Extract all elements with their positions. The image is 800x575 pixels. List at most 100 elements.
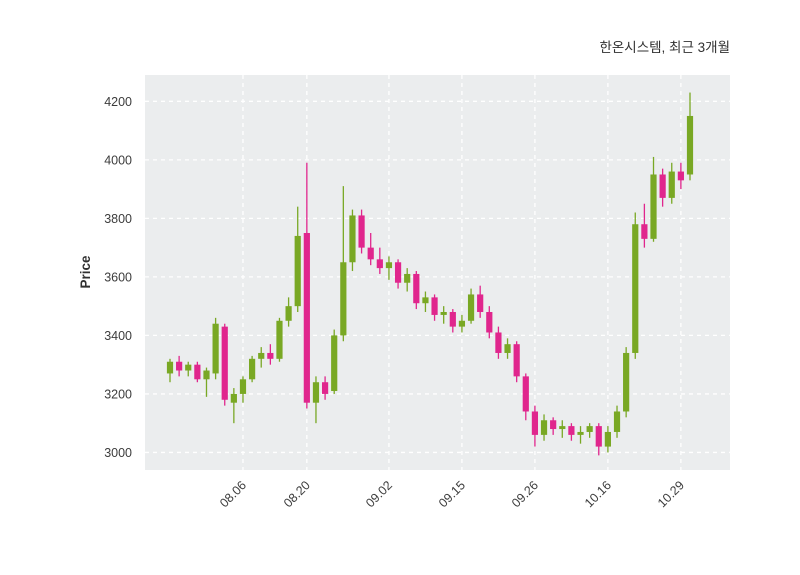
candle-body <box>659 174 666 198</box>
candle <box>212 317 219 380</box>
candle-body <box>540 420 548 435</box>
candle <box>623 347 630 418</box>
candle-body <box>568 426 575 435</box>
candle <box>331 329 338 394</box>
candle-body <box>513 344 520 377</box>
candle <box>495 326 502 359</box>
candle <box>303 162 310 409</box>
candle <box>294 206 301 312</box>
candle-body <box>230 393 237 403</box>
candle-body <box>440 312 447 315</box>
candle-body <box>467 294 475 321</box>
candle-body <box>632 224 639 353</box>
x-tick-label: 10.16 <box>582 478 614 510</box>
candle-body <box>586 426 593 432</box>
candle-body <box>385 262 393 269</box>
candle <box>230 388 237 424</box>
candle-body <box>303 233 310 403</box>
candle-body <box>294 235 301 307</box>
candle <box>668 162 675 204</box>
candle-body <box>641 224 648 239</box>
y-tick-label: 4200 <box>104 95 132 109</box>
x-tick-label: 10.29 <box>655 478 687 510</box>
y-tick-label: 3800 <box>104 212 132 226</box>
candle <box>504 338 511 359</box>
chart-title: 한온시스템, 최근 3개월 <box>599 40 730 55</box>
candle <box>440 306 447 324</box>
x-tick-label: 09.26 <box>509 478 541 510</box>
candle-body <box>267 352 274 359</box>
candle-body <box>559 426 566 430</box>
candle-body <box>522 376 529 412</box>
candle-body <box>285 306 292 321</box>
candle <box>513 341 520 383</box>
candle-body <box>331 335 338 391</box>
candle-body <box>422 297 429 304</box>
y-tick-label: 3600 <box>104 270 132 284</box>
candle-body <box>613 411 621 432</box>
candle <box>659 168 666 207</box>
candle-body <box>321 382 329 394</box>
candle <box>367 233 374 266</box>
candle <box>540 414 548 441</box>
candle <box>258 347 265 368</box>
candle-body <box>239 379 247 394</box>
candle-body <box>258 352 265 359</box>
candle-body <box>404 273 411 283</box>
candle-body <box>604 431 611 447</box>
y-tick-label: 4000 <box>104 153 132 167</box>
candle <box>613 405 621 438</box>
candle <box>477 285 484 318</box>
candle <box>185 361 192 377</box>
candle <box>239 376 247 403</box>
candle-body <box>577 431 584 435</box>
candle <box>522 373 529 421</box>
candle-body <box>349 215 356 263</box>
candle <box>586 423 593 438</box>
candle <box>559 420 566 438</box>
candle-body <box>276 320 283 359</box>
candle-body <box>486 312 493 333</box>
candle-layer <box>166 92 694 456</box>
candle-body <box>686 115 694 175</box>
candle <box>449 309 456 333</box>
candle <box>467 288 475 324</box>
candle-body <box>249 358 256 380</box>
candle-body <box>531 411 539 435</box>
candle-body <box>650 174 657 239</box>
candle <box>249 355 256 383</box>
y-axis-label: Price <box>78 255 93 289</box>
candle-body <box>185 364 192 371</box>
candle <box>550 417 557 435</box>
candle <box>194 361 201 383</box>
plot-area <box>145 75 730 470</box>
y-tick-label: 3200 <box>104 387 132 401</box>
candle <box>632 212 639 359</box>
candle-body <box>477 294 484 312</box>
candle-body <box>367 247 374 260</box>
candle <box>595 423 602 456</box>
candle <box>650 156 657 242</box>
candle-body <box>176 361 183 371</box>
candle-body <box>550 420 557 430</box>
candle <box>486 306 493 339</box>
candle <box>349 209 356 272</box>
candle <box>413 271 420 310</box>
candle <box>321 376 329 400</box>
candle <box>404 268 411 292</box>
candle <box>340 186 347 342</box>
candle-body <box>668 171 675 198</box>
candle-body <box>166 361 174 374</box>
x-tick-label: 09.15 <box>436 478 468 510</box>
candle <box>431 294 438 321</box>
candle-body <box>312 382 320 403</box>
y-tick-label: 3400 <box>104 329 132 343</box>
candle-body <box>677 171 684 181</box>
candle <box>394 259 402 289</box>
candle <box>577 426 584 444</box>
candle <box>604 426 611 453</box>
candle-body <box>623 352 630 412</box>
candle-body <box>376 259 383 269</box>
